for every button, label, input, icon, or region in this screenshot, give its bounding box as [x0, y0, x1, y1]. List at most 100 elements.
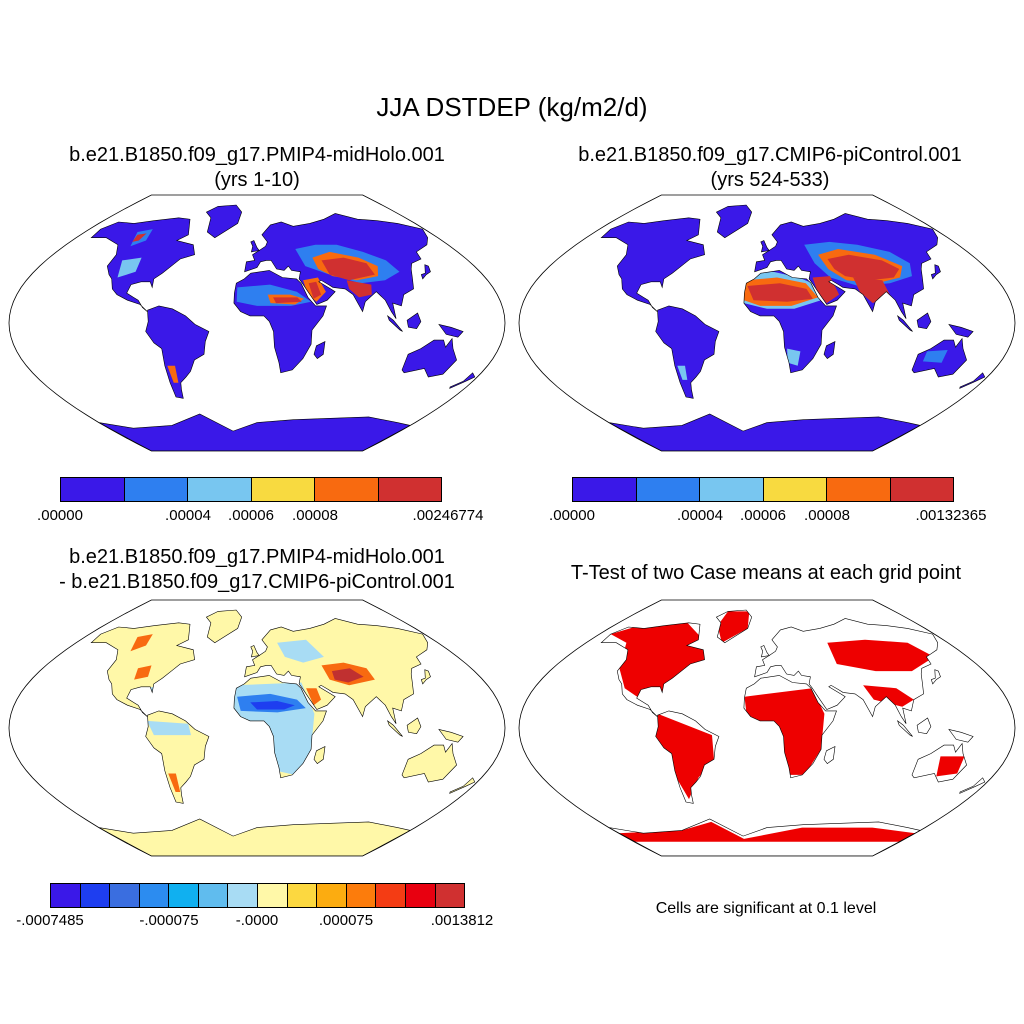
main-title: JJA DSTDEP (kg/m2/d)	[376, 92, 648, 122]
colorbar-swatch	[315, 478, 379, 501]
coastline-layer	[90, 204, 476, 451]
land-sumatra	[387, 315, 403, 332]
colorbar-swatch	[80, 884, 111, 907]
field-region	[168, 773, 181, 792]
field-region	[787, 348, 801, 366]
colorbar-picontrol-label: .00132365	[915, 507, 987, 524]
map-border	[8, 599, 506, 857]
map-ttest	[518, 599, 1016, 857]
coastline-samerica	[145, 710, 210, 804]
colorbar-swatch	[573, 478, 637, 501]
coastline-australia	[401, 337, 457, 378]
field-region	[147, 720, 191, 736]
coastline-namerica	[600, 622, 705, 717]
data-layer	[600, 609, 986, 856]
land-antarctica	[98, 414, 411, 451]
field-region	[717, 611, 750, 643]
land-uk	[250, 240, 260, 252]
coastline-uk	[250, 645, 260, 658]
coastline-australia	[911, 742, 967, 783]
colorbar-swatch	[188, 478, 252, 501]
land-uk	[760, 240, 770, 252]
panel-title-midholo-line2: (yrs 1-10)	[214, 169, 300, 191]
land-newguinea	[438, 324, 464, 338]
land-greenland	[206, 205, 242, 238]
coastline-borneo	[406, 312, 422, 330]
colorbar-swatch	[405, 884, 436, 907]
coastline-sumatra	[896, 315, 913, 332]
colorbar-picontrol	[572, 477, 954, 502]
coastline-eurasia	[754, 618, 939, 724]
coastline-madagascar	[823, 340, 836, 360]
coastline-japan	[420, 669, 431, 685]
colorbar-swatch	[124, 478, 188, 501]
colorbar-swatch	[110, 884, 140, 907]
land-borneo	[407, 313, 421, 329]
colorbar-swatch	[287, 884, 318, 907]
coastline-newguinea	[948, 323, 974, 338]
coastline-madagascar	[313, 745, 326, 765]
coastline-namerica	[600, 217, 705, 312]
field-region	[346, 280, 372, 298]
coastline-samerica	[145, 305, 210, 399]
coastline-borneo	[916, 717, 932, 735]
coastline-eurasia	[244, 213, 429, 319]
field-region	[132, 233, 147, 242]
coastline-samerica	[655, 305, 720, 399]
coastline-japan	[930, 264, 941, 280]
land-namerica	[601, 217, 705, 312]
coastline-sumatra	[386, 720, 403, 737]
coastline-uk	[760, 240, 770, 253]
map-border	[518, 599, 1016, 857]
coastline-nz	[449, 372, 476, 389]
coastline-eurasia	[754, 213, 939, 319]
colorbar-swatch	[890, 478, 953, 501]
coastline-newguinea	[948, 728, 974, 743]
land-australia	[402, 338, 457, 377]
field-region	[827, 639, 935, 672]
coastline-samerica	[655, 710, 720, 804]
land-newguinea	[438, 729, 464, 743]
land-samerica	[655, 305, 719, 399]
colorbar-midholo	[60, 477, 442, 502]
map-picontrol	[518, 194, 1016, 452]
coastline-africa	[743, 675, 837, 779]
field-region	[922, 350, 948, 363]
land-japan	[421, 264, 431, 279]
coastline-borneo	[916, 312, 932, 330]
colorbar-swatch	[636, 478, 700, 501]
field-region	[321, 257, 375, 281]
field-region	[306, 688, 322, 706]
land-greenland	[206, 610, 242, 643]
colorbar-swatch	[258, 884, 288, 907]
coastline-madagascar	[823, 745, 836, 765]
significance-note: Cells are significant at 0.1 level	[655, 900, 877, 917]
land-namerica	[91, 217, 195, 312]
field-region	[744, 688, 825, 775]
field-region	[747, 283, 813, 302]
colorbar-midholo-label: .00000	[37, 507, 83, 524]
map-border	[8, 194, 506, 452]
panel-title-midholo-line1: b.e21.B1850.f09_g17.PMIP4-midHolo.001	[69, 144, 445, 166]
panel-title-picontrol: b.e21.B1850.f09_g17.CMIP6-piControl.001 …	[522, 143, 1018, 193]
coastline-sumatra	[896, 720, 913, 737]
field-region	[618, 821, 916, 842]
coastline-nz	[959, 777, 986, 794]
land-samerica	[145, 305, 209, 399]
land-sumatra	[897, 315, 913, 332]
land-japan	[931, 264, 941, 279]
coastline-newguinea	[438, 728, 464, 743]
field-region	[677, 365, 688, 380]
coastline-greenland	[715, 609, 753, 644]
land-antarctica	[608, 414, 921, 451]
field-region	[134, 665, 152, 680]
colorbar-swatch	[228, 884, 259, 907]
field-region	[827, 254, 900, 281]
field-region	[130, 634, 153, 652]
map-border	[518, 194, 1016, 452]
colorbar-swatch	[169, 884, 199, 907]
field-region	[250, 701, 295, 710]
coastline-africa	[743, 270, 837, 374]
field-region	[273, 297, 302, 304]
colorbar-swatch	[51, 884, 81, 907]
